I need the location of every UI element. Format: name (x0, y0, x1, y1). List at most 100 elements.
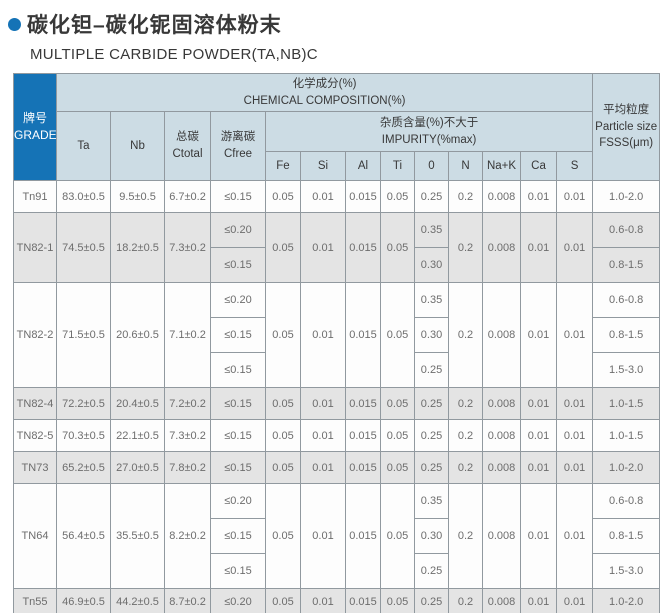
si-cell: 0.01 (300, 282, 346, 388)
si-cell: 0.01 (300, 387, 346, 420)
fe-cell: 0.05 (265, 483, 301, 589)
particle-size-cell: 1.0-1.5 (592, 419, 661, 452)
fe-cell: 0.05 (265, 588, 301, 613)
ti-cell: 0.05 (380, 282, 415, 388)
ta-cell: 71.5±0.5 (56, 282, 111, 388)
n-cell: 0.2 (448, 451, 483, 484)
al-cell: 0.015 (345, 419, 381, 452)
cfree-column-header: 游离碳 Cfree (210, 111, 266, 181)
cfree-cell: ≤0.15 (210, 352, 266, 388)
oxygen-cell: 0.25 (414, 387, 449, 420)
nb-cell: 9.5±0.5 (110, 180, 165, 213)
s-cell: 0.01 (555, 387, 594, 420)
impurity-element-header: Si (300, 151, 346, 181)
ti-cell: 0.05 (380, 212, 415, 283)
table-row: TN82-1 74.5±0.5 18.2±0.5 7.3±0.2 ≤0.20 0.05 0.… (13, 212, 661, 283)
particle-size-cell: 1.0-1.5 (592, 387, 661, 420)
n-cell: 0.2 (448, 419, 483, 452)
al-cell: 0.015 (345, 282, 381, 388)
nb-cell: 20.4±0.5 (110, 387, 165, 420)
ti-cell: 0.05 (380, 180, 415, 213)
table-row: TN82-5 70.3±0.5 22.1±0.5 7.3±0.2 ≤0.15 0.05 0.… (13, 419, 661, 452)
oxygen-cell: 0.35 (414, 483, 449, 519)
si-cell: 0.01 (300, 419, 346, 452)
al-cell: 0.015 (345, 483, 381, 589)
s-cell: 0.01 (555, 419, 594, 452)
oxygen-cell: 0.25 (414, 419, 449, 452)
particle-size-cell: 1.0-2.0 (592, 451, 661, 484)
cfree-cell: ≤0.15 (210, 180, 266, 213)
impurity-element-header: Al (345, 151, 381, 181)
si-cell: 0.01 (300, 483, 346, 589)
particle-size-cell: 1.0-2.0 (592, 588, 661, 613)
na-k-cell: 0.008 (482, 212, 521, 283)
grade-cell: TN82-2 (13, 282, 57, 388)
s-cell: 0.01 (555, 282, 594, 388)
ti-cell: 0.05 (380, 387, 415, 420)
oxygen-cell: 0.30 (414, 518, 449, 554)
cfree-cell: ≤0.20 (210, 483, 266, 519)
table-header: 牌号 GRADE 化学成分(%) CHEMICAL COMPOSITION(%) 平… (13, 73, 661, 181)
ta-cell: 65.2±0.5 (56, 451, 111, 484)
ctotal-cell: 8.7±0.2 (164, 588, 211, 613)
s-cell: 0.01 (555, 451, 594, 484)
particle-size-column-header: 平均粒度 Particle size FSSS(μm) (592, 73, 661, 181)
nb-cell: 20.6±0.5 (110, 282, 165, 388)
oxygen-cell: 0.35 (414, 212, 449, 248)
si-cell: 0.01 (300, 451, 346, 484)
particle-size-cell: 0.8-1.5 (592, 518, 661, 554)
grade-cell: TN82-5 (13, 419, 57, 452)
fe-cell: 0.05 (265, 212, 301, 283)
particle-size-cell: 0.6-0.8 (592, 212, 661, 248)
page-title: 碳化钽–碳化铌固溶体粉末 (27, 14, 282, 37)
cfree-cell: ≤0.20 (210, 212, 266, 248)
ctotal-cell: 7.8±0.2 (164, 451, 211, 484)
ctotal-column-header: 总碳 Ctotal (164, 111, 211, 181)
grade-cell: Tn91 (13, 180, 57, 213)
cfree-cell: ≤0.15 (210, 419, 266, 452)
ta-cell: 74.5±0.5 (56, 212, 111, 283)
si-cell: 0.01 (300, 588, 346, 613)
al-cell: 0.015 (345, 451, 381, 484)
nb-cell: 44.2±0.5 (110, 588, 165, 613)
na-k-cell: 0.008 (482, 282, 521, 388)
particle-size-cell: 0.8-1.5 (592, 317, 661, 353)
ctotal-cell: 6.7±0.2 (164, 180, 211, 213)
ti-cell: 0.05 (380, 451, 415, 484)
n-cell: 0.2 (448, 588, 483, 613)
al-cell: 0.015 (345, 180, 381, 213)
fe-cell: 0.05 (265, 282, 301, 388)
particle-size-cell: 0.6-0.8 (592, 282, 661, 318)
oxygen-cell: 0.25 (414, 352, 449, 388)
al-cell: 0.015 (345, 387, 381, 420)
ta-cell: 70.3±0.5 (56, 419, 111, 452)
impurity-element-header: 0 (414, 151, 449, 181)
particle-size-cell: 1.5-3.0 (592, 352, 661, 388)
page-subtitle: MULTIPLE CARBIDE POWDER(TA,NB)C (30, 46, 318, 63)
s-cell: 0.01 (555, 483, 594, 589)
na-k-cell: 0.008 (482, 180, 521, 213)
oxygen-cell: 0.25 (414, 553, 449, 589)
ta-column-header: Ta (56, 111, 111, 181)
impurity-element-header: Na+K (482, 151, 521, 181)
table-row: TN82-4 72.2±0.5 20.4±0.5 7.2±0.2 ≤0.15 0.05 0.… (13, 387, 661, 420)
na-k-cell: 0.008 (482, 588, 521, 613)
table-row: TN82-2 71.5±0.5 20.6±0.5 7.1±0.2 ≤0.20 0.05 0.… (13, 282, 661, 388)
nb-cell: 35.5±0.5 (110, 483, 165, 589)
fe-cell: 0.05 (265, 451, 301, 484)
ctotal-cell: 8.2±0.2 (164, 483, 211, 589)
na-k-cell: 0.008 (482, 419, 521, 452)
table-row: ≤0.15 0.30 0.8-1.5 (14, 317, 661, 353)
impurity-element-header: S (555, 151, 594, 181)
table-row: TN73 65.2±0.5 27.0±0.5 7.8±0.2 ≤0.15 0.05 0.01… (13, 451, 661, 484)
fe-cell: 0.05 (265, 387, 301, 420)
table-row: ≤0.15 0.25 1.5-3.0 (14, 553, 661, 589)
cfree-cell: ≤0.15 (210, 518, 266, 554)
table-row: ≤0.15 0.25 1.5-3.0 (14, 352, 661, 388)
ca-cell: 0.01 (520, 419, 557, 452)
cfree-cell: ≤0.20 (210, 282, 266, 318)
oxygen-cell: 0.25 (414, 451, 449, 484)
header-row-3: Fe Si Al Ti 0 N Na+K Ca S (14, 151, 660, 181)
fe-cell: 0.05 (265, 419, 301, 452)
